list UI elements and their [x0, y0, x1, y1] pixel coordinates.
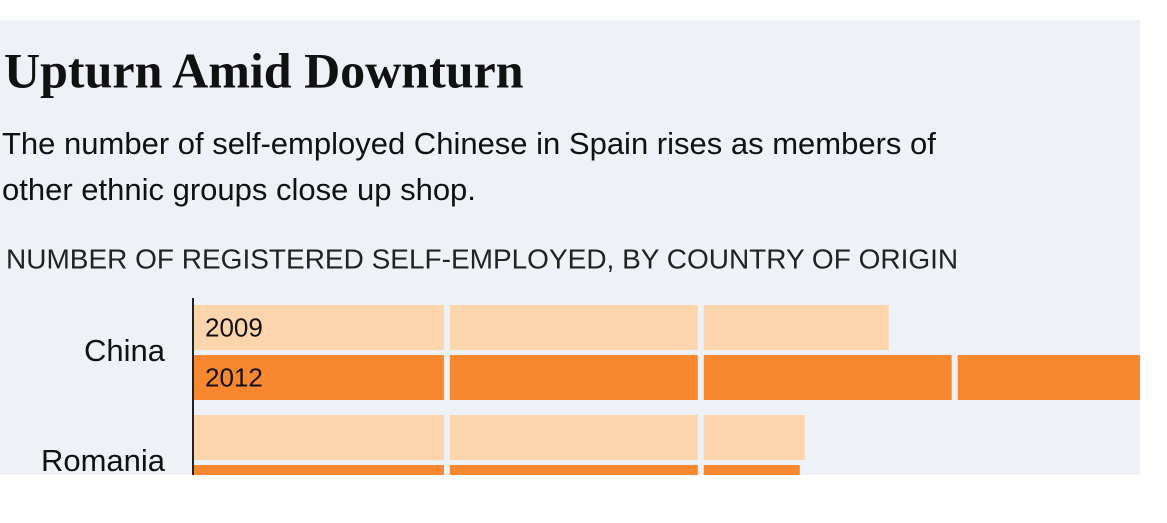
axis-label: NUMBER OF REGISTERED SELF-EMPLOYED, BY C…	[6, 243, 958, 274]
subtitle: The number of self-employed Chinese in S…	[2, 126, 936, 161]
bar	[193, 305, 889, 350]
legend-label: 2009	[205, 312, 263, 342]
y-tick-label: Romania	[41, 443, 166, 478]
bar	[193, 355, 1140, 400]
bar	[193, 415, 805, 460]
subtitle: other ethnic groups close up shop.	[2, 172, 476, 207]
chart-title: Upturn Amid Downturn	[4, 42, 524, 98]
legend-label: 2012	[205, 362, 263, 392]
y-tick-label: China	[84, 333, 166, 368]
bar	[193, 465, 800, 475]
